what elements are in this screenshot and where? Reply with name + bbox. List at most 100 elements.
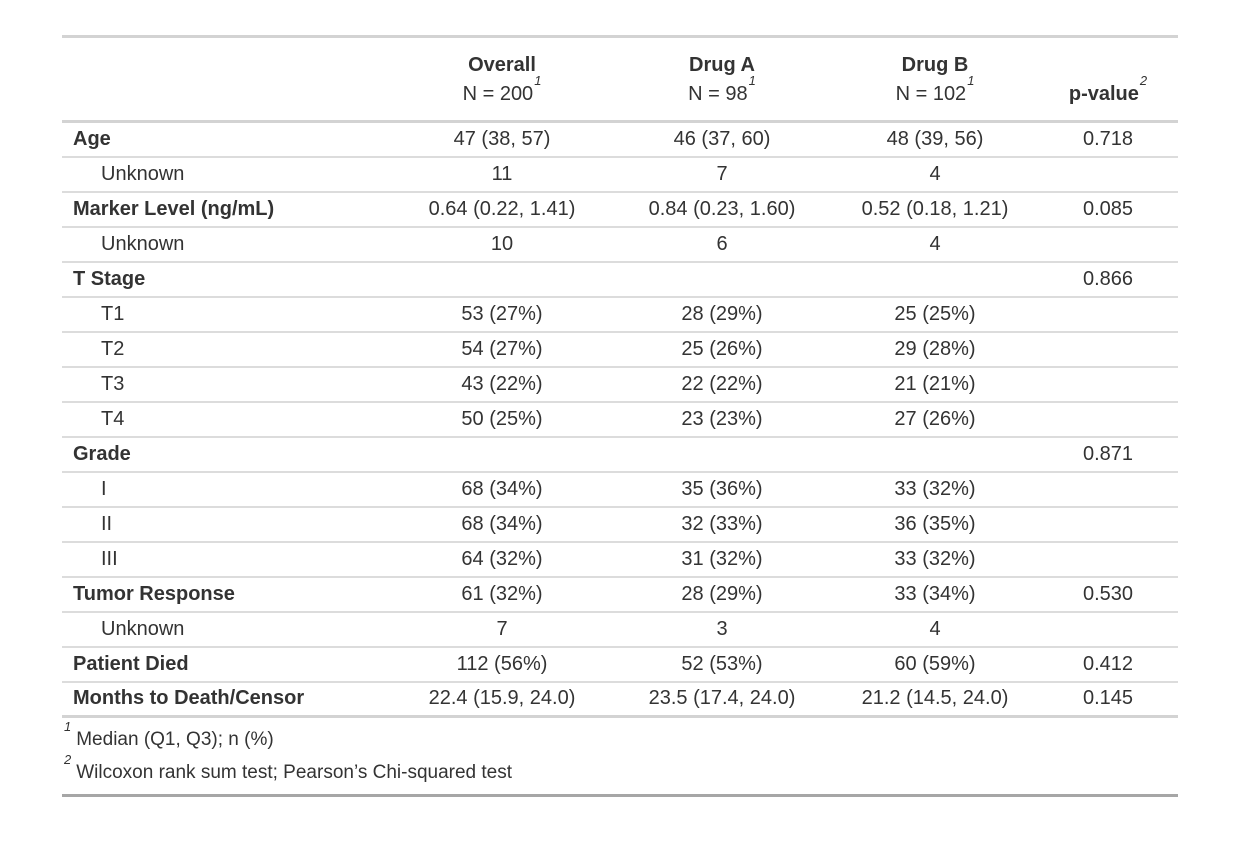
- cell-drug-a: 6: [716, 232, 728, 255]
- summary-table: Overall N = 2001 Drug A N = 981 Drug B N…: [62, 35, 1178, 797]
- cell-drug-a: 7: [716, 162, 728, 185]
- cell-p-value: 0.412: [1082, 652, 1134, 675]
- cell-drug-b: 29 (28%): [894, 337, 976, 360]
- column-title: Drug A: [689, 54, 755, 76]
- cell-p-value: 0.718: [1082, 127, 1134, 150]
- cell-drug-a: 3: [716, 617, 728, 640]
- cell-overall: 7: [496, 617, 508, 640]
- table-row: Age 47 (38, 57) 46 (37, 60) 48 (39, 56) 0.71…: [62, 122, 1178, 157]
- table-row: T Stage 0.866: [62, 262, 1178, 297]
- table-row: Unknown 11 7 4: [62, 157, 1178, 192]
- footnote-mark: 1: [534, 73, 542, 89]
- row-label: T Stage: [73, 267, 146, 290]
- table-body: Age 47 (38, 57) 46 (37, 60) 48 (39, 56) 0.71…: [62, 122, 1178, 717]
- row-label: II: [101, 512, 113, 535]
- cell-p-value: [1038, 507, 1178, 542]
- cell-drug-b: 33 (34%): [894, 582, 976, 605]
- header-cell-p-value: p-value2: [1038, 37, 1178, 122]
- table-footer: 1Median (Q1, Q3); n (%) 2Wilcoxon rank s…: [62, 717, 1178, 796]
- cell-drug-a: 25 (26%): [681, 337, 763, 360]
- footnote-text: Median (Q1, Q3); n (%): [76, 729, 274, 750]
- table-row: T1 53 (27%) 28 (29%) 25 (25%): [62, 297, 1178, 332]
- table-row: I 68 (34%) 35 (36%) 33 (32%): [62, 472, 1178, 507]
- cell-drug-a: 52 (53%): [681, 652, 763, 675]
- row-label: III: [101, 547, 118, 570]
- row-label: Grade: [73, 442, 131, 465]
- table-row: Marker Level (ng/mL) 0.64 (0.22, 1.41) 0.8…: [62, 192, 1178, 227]
- cell-overall: 50 (25%): [461, 407, 543, 430]
- cell-drug-a: [612, 437, 832, 472]
- cell-drug-b: 33 (32%): [894, 547, 976, 570]
- cell-p-value: [1038, 332, 1178, 367]
- row-label: Tumor Response: [73, 582, 235, 605]
- cell-p-value: 0.145: [1082, 687, 1134, 710]
- cell-p-value: [1038, 157, 1178, 192]
- cell-drug-b: 25 (25%): [894, 302, 976, 325]
- column-n: N = 102: [895, 83, 967, 105]
- header-cell-drug-b: Drug B N = 1021: [832, 37, 1038, 122]
- cell-drug-a: 22 (22%): [681, 372, 763, 395]
- cell-overall: 11: [491, 162, 513, 185]
- cell-p-value: [1038, 367, 1178, 402]
- row-label: T3: [101, 372, 125, 395]
- table-row: Unknown 7 3 4: [62, 612, 1178, 647]
- header-cell-overall: Overall N = 2001: [392, 37, 612, 122]
- cell-p-value: [1038, 227, 1178, 262]
- header-cell-label: [62, 37, 392, 122]
- p-value-label: p-value: [1068, 83, 1139, 105]
- cell-drug-a: 35 (36%): [681, 477, 763, 500]
- column-subtitle: N = 981: [612, 74, 832, 109]
- row-label: T4: [101, 407, 125, 430]
- row-label: Months to Death/Censor: [73, 687, 305, 710]
- table-row: Months to Death/Censor 22.4 (15.9, 24.0) 2…: [62, 682, 1178, 717]
- table-row: T3 43 (22%) 22 (22%) 21 (21%): [62, 367, 1178, 402]
- column-subtitle: N = 1021: [832, 74, 1038, 109]
- cell-drug-a: 46 (37, 60): [673, 127, 771, 150]
- row-label: Unknown: [101, 162, 185, 185]
- cell-drug-a: 32 (33%): [681, 512, 763, 535]
- cell-overall: 43 (22%): [461, 372, 543, 395]
- cell-drug-b: 27 (26%): [894, 407, 976, 430]
- footnote-1: 1Median (Q1, Q3); n (%): [62, 717, 1178, 757]
- cell-overall: 54 (27%): [461, 337, 543, 360]
- cell-drug-a: 28 (29%): [681, 302, 763, 325]
- cell-p-value: [1038, 542, 1178, 577]
- cell-drug-a: 0.84 (0.23, 1.60): [648, 197, 796, 220]
- cell-drug-a: 31 (32%): [681, 547, 763, 570]
- cell-drug-a: 23.5 (17.4, 24.0): [648, 687, 796, 710]
- cell-drug-b: 48 (39, 56): [886, 127, 984, 150]
- cell-drug-a: 28 (29%): [681, 582, 763, 605]
- cell-drug-a: [612, 262, 832, 297]
- column-title: p-value2: [1038, 74, 1178, 109]
- footnote-mark: 1: [748, 73, 756, 89]
- table-header: Overall N = 2001 Drug A N = 981 Drug B N…: [62, 37, 1178, 122]
- cell-drug-b: [832, 437, 1038, 472]
- cell-overall: 68 (34%): [461, 512, 543, 535]
- table-row: Grade 0.871: [62, 437, 1178, 472]
- footnote-mark: 1: [64, 718, 72, 734]
- cell-drug-a: 23 (23%): [681, 407, 763, 430]
- cell-overall: [392, 262, 612, 297]
- footnote-2: 2Wilcoxon rank sum test; Pearson’s Chi-s…: [62, 753, 1178, 796]
- cell-drug-b: 4: [929, 617, 941, 640]
- cell-drug-b: 33 (32%): [894, 477, 976, 500]
- column-subtitle: N = 2001: [392, 74, 612, 109]
- header-cell-drug-a: Drug A N = 981: [612, 37, 832, 122]
- cell-p-value: [1038, 612, 1178, 647]
- cell-overall: [392, 437, 612, 472]
- cell-p-value: 0.871: [1082, 442, 1134, 465]
- footnote-row: 1Median (Q1, Q3); n (%): [62, 717, 1178, 757]
- row-label: I: [101, 477, 107, 500]
- table-row: T4 50 (25%) 23 (23%) 27 (26%): [62, 402, 1178, 437]
- footnote-mark: 1: [967, 73, 975, 89]
- column-title: Drug B: [901, 54, 969, 76]
- cell-overall: 10: [490, 232, 514, 255]
- cell-p-value: 0.866: [1082, 267, 1134, 290]
- table-row: II 68 (34%) 32 (33%) 36 (35%): [62, 507, 1178, 542]
- cell-drug-b: 0.52 (0.18, 1.21): [861, 197, 1009, 220]
- cell-overall: 61 (32%): [461, 582, 543, 605]
- cell-p-value: [1038, 402, 1178, 437]
- cell-overall: 0.64 (0.22, 1.41): [428, 197, 576, 220]
- cell-p-value: [1038, 297, 1178, 332]
